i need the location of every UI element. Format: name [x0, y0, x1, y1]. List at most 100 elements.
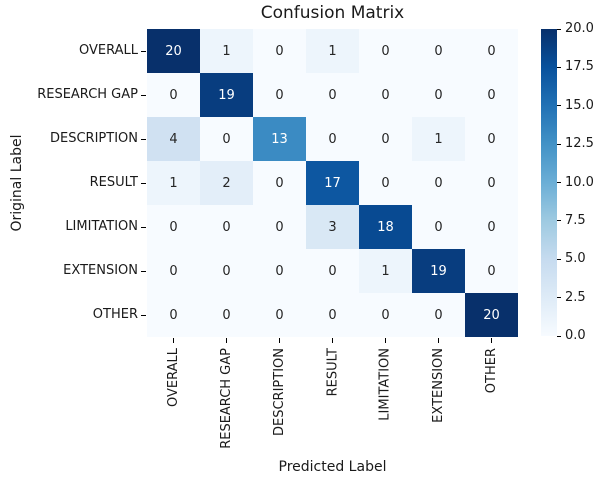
chart-title: Confusion Matrix [260, 3, 405, 23]
cell-value: 17 [324, 175, 341, 191]
row-tick-label: OVERALL [79, 43, 138, 58]
cell-value: 0 [275, 263, 284, 279]
heatmap-cell: 0 [465, 205, 518, 249]
colorbar-tick [557, 335, 561, 337]
heatmap-cell: 20 [147, 29, 200, 73]
heatmap-cell: 0 [147, 293, 200, 337]
heatmap-cell: 0 [359, 29, 412, 73]
cell-value: 0 [169, 307, 178, 323]
y-axis-tick [141, 94, 146, 96]
col-tick-label: OTHER [484, 348, 499, 394]
colorbar-tick [557, 66, 561, 68]
colorbar-tick [557, 220, 561, 222]
cell-value: 0 [169, 87, 178, 103]
cell-value: 0 [275, 87, 284, 103]
heatmap-cell: 1 [306, 29, 359, 73]
row-tick-label: EXTENSION [63, 263, 138, 278]
cell-value: 19 [430, 263, 447, 279]
cell-value: 0 [381, 43, 390, 59]
heatmap-cell: 0 [253, 293, 306, 337]
heatmap-cell: 0 [306, 249, 359, 293]
heatmap-cell: 0 [412, 73, 465, 117]
cell-value: 0 [381, 87, 390, 103]
heatmap-cell: 19 [200, 73, 253, 117]
heatmap-cell: 4 [147, 117, 200, 161]
col-tick-label: RESEARCH GAP [219, 348, 234, 449]
row-tick-label: RESULT [89, 175, 138, 190]
colorbar-tick [557, 143, 561, 145]
heatmap-cell: 0 [412, 29, 465, 73]
x-axis-tick [226, 338, 227, 343]
colorbar-tick-label: 7.5 [565, 212, 586, 228]
row-tick-label: OTHER [92, 307, 138, 322]
cell-value: 0 [381, 175, 390, 191]
colorbar-tick-label: 12.5 [565, 136, 594, 152]
cell-value: 0 [381, 131, 390, 147]
col-tick-label: LIMITATION [378, 348, 393, 421]
col-tick-label: EXTENSION [431, 348, 446, 423]
heatmap-cell: 0 [147, 249, 200, 293]
heatmap-cell: 0 [465, 117, 518, 161]
cell-value: 3 [328, 219, 337, 235]
colorbar-tick [557, 297, 561, 299]
cell-value: 0 [275, 175, 284, 191]
heatmap-cell: 20 [465, 293, 518, 337]
cell-value: 0 [487, 43, 496, 59]
colorbar-tick-label: 0.0 [565, 328, 586, 343]
x-axis-tick [173, 338, 174, 343]
col-tick-label: DESCRIPTION [272, 348, 287, 436]
cell-value: 0 [434, 175, 443, 191]
y-axis-tick [141, 182, 146, 184]
heatmap-cell: 0 [147, 73, 200, 117]
heatmap-cell: 19 [412, 249, 465, 293]
heatmap-cell: 0 [306, 73, 359, 117]
colorbar-tick-label: 5.0 [565, 251, 586, 267]
heatmap-cell: 0 [412, 293, 465, 337]
x-axis-tick [438, 338, 439, 343]
cell-value: 20 [483, 307, 500, 323]
heatmap-cell: 0 [359, 161, 412, 205]
heatmap-cell: 0 [359, 117, 412, 161]
cell-value: 0 [328, 87, 337, 103]
cell-value: 0 [487, 263, 496, 279]
cell-value: 0 [275, 43, 284, 59]
cell-value: 0 [275, 219, 284, 235]
heatmap-cell: 0 [253, 29, 306, 73]
x-axis-label: Predicted Label [278, 459, 387, 475]
cell-value: 1 [328, 43, 337, 59]
y-axis-tick [141, 314, 146, 316]
cell-value: 0 [275, 307, 284, 323]
colorbar-tick [557, 105, 561, 107]
heatmap-cell: 18 [359, 205, 412, 249]
colorbar-tick [557, 28, 561, 30]
x-axis-tick [491, 338, 492, 343]
row-tick-label: DESCRIPTION [50, 131, 138, 146]
colorbar-tick [557, 258, 561, 260]
heatmap-cell: 1 [412, 117, 465, 161]
cell-value: 0 [381, 307, 390, 323]
y-axis-tick [141, 226, 146, 228]
heatmap-grid: 20 1 0 1 0 0 0 0 19 0 0 0 0 0 4 0 13 0 0 1 0 1 2 0 17 0 0 0 0 0 0 3 18 0 0… [147, 29, 518, 337]
cell-value: 0 [222, 219, 231, 235]
cell-value: 18 [377, 219, 394, 235]
colorbar-tick-label: 15.0 [565, 97, 594, 113]
cell-value: 0 [328, 307, 337, 323]
heatmap-cell: 0 [306, 293, 359, 337]
cell-value: 0 [487, 131, 496, 147]
heatmap-cell: 0 [306, 117, 359, 161]
heatmap-cell: 0 [465, 161, 518, 205]
cell-value: 0 [434, 219, 443, 235]
heatmap-cell: 2 [200, 161, 253, 205]
heatmap-cell: 0 [412, 161, 465, 205]
cell-value: 0 [328, 263, 337, 279]
heatmap-cell: 0 [465, 73, 518, 117]
colorbar-tick-label: 2.5 [565, 289, 586, 305]
heatmap-cell: 0 [147, 205, 200, 249]
cell-value: 1 [381, 263, 390, 279]
heatmap-cell: 0 [200, 249, 253, 293]
cell-value: 0 [434, 87, 443, 103]
y-axis-tick [141, 270, 146, 272]
col-tick-label: RESULT [325, 348, 340, 397]
cell-value: 0 [328, 131, 337, 147]
